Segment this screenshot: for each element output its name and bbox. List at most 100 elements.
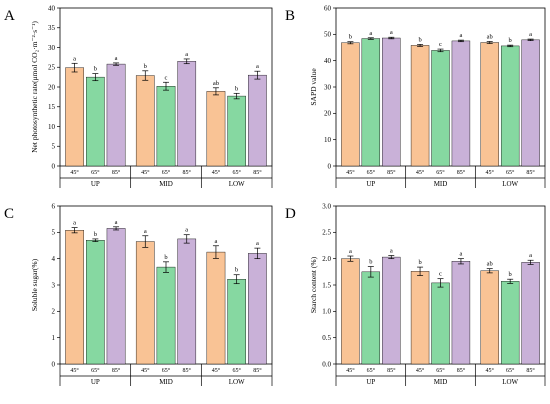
panel-letter: C <box>4 206 14 222</box>
y-axis-label: SAPD value <box>309 68 318 106</box>
significance-letter: ab <box>487 33 493 40</box>
y-tick-label: 1.5 <box>322 281 331 289</box>
group-label: LOW <box>502 378 518 386</box>
significance-letter: b <box>418 259 421 266</box>
significance-letter: c <box>439 271 442 278</box>
bar <box>410 45 430 167</box>
y-axis-label: Starch content (%) <box>309 256 318 313</box>
bar <box>431 50 450 167</box>
significance-letter: a <box>390 248 393 255</box>
bar <box>361 38 381 167</box>
bar <box>451 261 471 365</box>
bar <box>227 95 246 167</box>
bar <box>500 281 520 365</box>
bar <box>451 40 471 167</box>
bar <box>382 256 401 365</box>
y-tick-label: 20 <box>324 110 332 118</box>
significance-letter: c <box>439 41 442 48</box>
bar <box>248 74 267 167</box>
y-tick-label: 0 <box>328 162 332 170</box>
bar <box>106 63 126 167</box>
y-tick-label: 2 <box>52 308 56 316</box>
group-label: MID <box>159 378 173 386</box>
significance-letter: b <box>369 259 372 266</box>
group-label: MID <box>159 180 173 188</box>
significance-letter: ab <box>487 261 493 268</box>
x-tick-label: 65° <box>506 169 515 176</box>
group-label: UP <box>91 378 100 386</box>
x-tick-label: 85° <box>253 367 262 374</box>
y-tick-label: 40 <box>48 4 56 12</box>
y-tick-label: 2.5 <box>322 229 331 237</box>
significance-letter: a <box>369 30 372 37</box>
y-tick-label: 50 <box>324 31 332 39</box>
group-label: MID <box>434 378 448 386</box>
y-tick-label: 30 <box>48 44 56 52</box>
y-tick-label: 4 <box>52 255 56 263</box>
bar <box>480 42 499 167</box>
significance-letter: b <box>94 231 97 238</box>
x-tick-label: 65° <box>232 367 241 374</box>
group-label: MID <box>434 180 448 188</box>
significance-letter: b <box>509 271 512 278</box>
y-axis-label: Net photosynthetic rate(μmol CO₂·m⁻²·s⁻¹… <box>30 21 39 153</box>
x-tick-label: 45° <box>416 367 425 374</box>
bar <box>341 42 360 167</box>
x-tick-label: 85° <box>112 169 121 176</box>
y-tick-label: 0 <box>52 162 56 170</box>
bar <box>135 241 155 365</box>
x-tick-label: 65° <box>367 169 376 176</box>
bar <box>206 91 226 167</box>
bar <box>431 282 450 365</box>
y-tick-label: 1.0 <box>322 308 331 316</box>
x-tick-label: 85° <box>387 169 396 176</box>
significance-letter: b <box>94 66 97 73</box>
y-tick-label: 0.0 <box>322 360 331 368</box>
y-tick-label: 35 <box>48 24 56 32</box>
x-tick-label: 45° <box>346 367 355 374</box>
significance-letter: a <box>256 240 259 247</box>
x-tick-label: 45° <box>212 169 221 176</box>
y-tick-label: 6 <box>52 202 56 210</box>
group-label: LOW <box>502 180 518 188</box>
x-tick-label: 85° <box>526 367 535 374</box>
bar <box>135 75 155 167</box>
significance-letter: c <box>165 74 168 81</box>
x-tick-label: 45° <box>486 367 495 374</box>
x-tick-label: 85° <box>526 169 535 176</box>
significance-letter: a <box>214 238 217 245</box>
y-tick-label: 15 <box>48 103 56 111</box>
y-tick-label: 60 <box>324 4 332 12</box>
significance-letter: b <box>418 36 421 43</box>
y-tick-label: 10 <box>324 136 332 144</box>
y-tick-label: 3.0 <box>322 202 331 210</box>
bar <box>521 262 540 365</box>
bar <box>227 279 246 365</box>
significance-letter: a <box>529 252 532 259</box>
y-tick-label: 20 <box>48 83 56 91</box>
significance-letter: b <box>509 37 512 44</box>
y-tick-label: 1 <box>52 334 56 342</box>
x-tick-label: 65° <box>436 169 445 176</box>
x-tick-label: 65° <box>91 169 100 176</box>
x-tick-label: 65° <box>91 367 100 374</box>
significance-letter: a <box>73 220 76 227</box>
bar <box>341 258 360 365</box>
bar <box>410 271 430 365</box>
group-label: LOW <box>229 180 245 188</box>
bar <box>248 253 267 365</box>
chart-panel-a: A Net photosynthetic rate(μmol CO₂·m⁻²·s⁻… <box>4 4 273 188</box>
bar <box>500 45 520 167</box>
significance-letter: a <box>185 51 188 58</box>
y-tick-label: 25 <box>48 64 56 72</box>
bar <box>521 39 540 167</box>
significance-letter: ab <box>213 80 219 87</box>
panel-letter: A <box>4 8 15 24</box>
significance-letter: a <box>459 32 462 39</box>
group-label: UP <box>91 180 100 188</box>
x-tick-label: 65° <box>506 367 515 374</box>
bar <box>177 61 197 167</box>
bar <box>382 37 401 167</box>
bar <box>86 76 105 167</box>
y-tick-label: 0 <box>52 360 56 368</box>
